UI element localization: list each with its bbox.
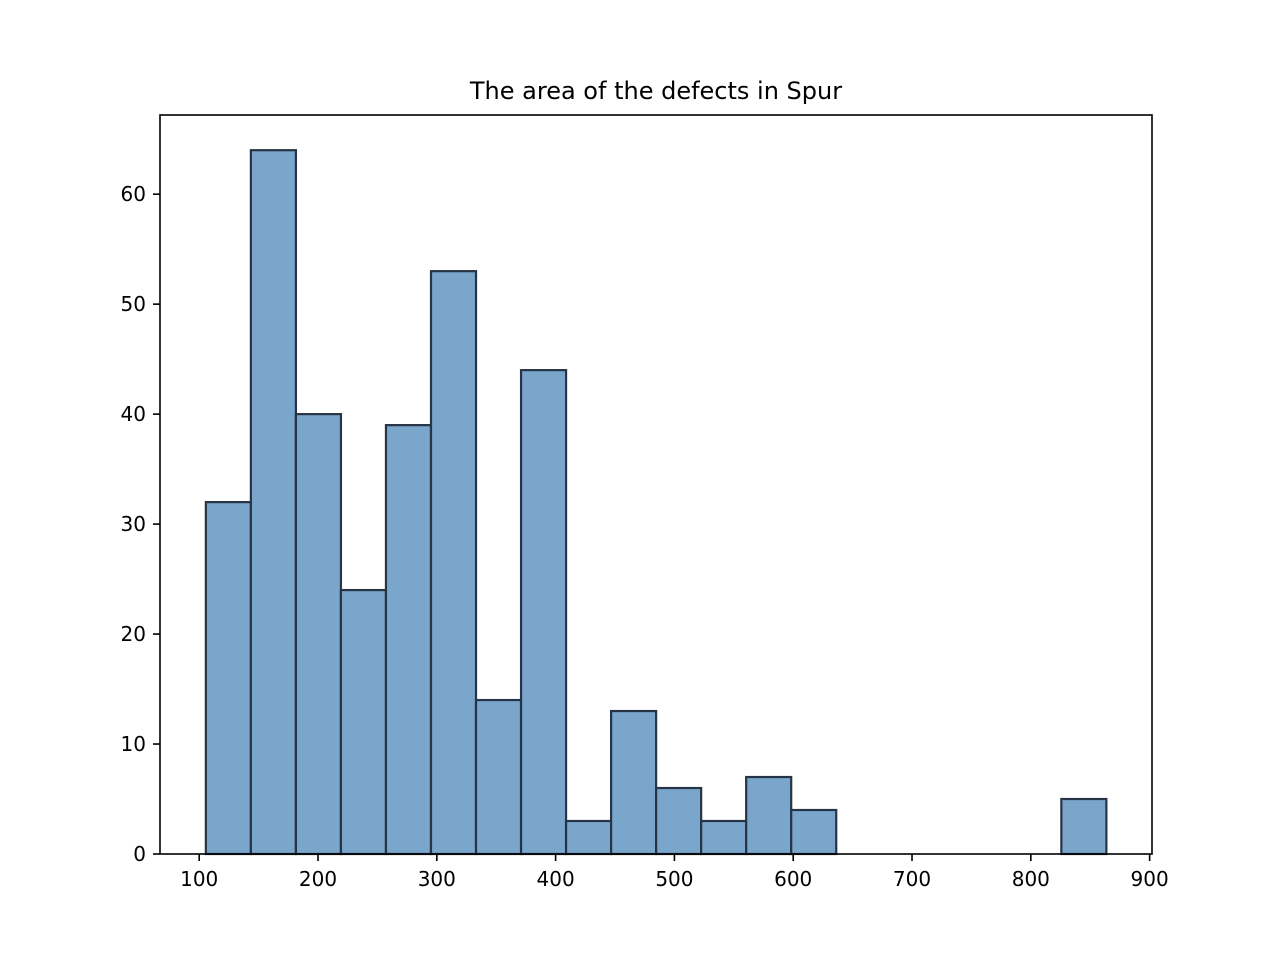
bars-group bbox=[204, 149, 1108, 856]
histogram-bar-10 bbox=[655, 786, 703, 856]
y-tick-label: 60 bbox=[121, 182, 146, 206]
histogram-bar-8 bbox=[564, 819, 613, 856]
histogram-bar-7 bbox=[519, 369, 568, 856]
x-tick-label: 100 bbox=[180, 867, 218, 891]
histogram-bar-4 bbox=[384, 424, 433, 856]
histogram-bar-19 bbox=[1060, 797, 1108, 856]
x-tick-label: 800 bbox=[1012, 867, 1050, 891]
y-tick-label: 40 bbox=[121, 402, 146, 426]
histogram-bar-5 bbox=[429, 270, 478, 856]
x-tick-label: 200 bbox=[299, 867, 337, 891]
y-tick-label: 30 bbox=[121, 512, 146, 536]
x-tick-label: 300 bbox=[418, 867, 456, 891]
y-tick-label: 0 bbox=[133, 842, 146, 866]
x-tick-label: 500 bbox=[655, 867, 693, 891]
histogram-bar-3 bbox=[339, 588, 388, 856]
y-axis: 0 10 20 30 40 50 60 bbox=[121, 182, 160, 866]
histogram-bar-9 bbox=[609, 709, 658, 856]
histogram-bar-12 bbox=[745, 775, 793, 856]
x-tick-label: 700 bbox=[893, 867, 931, 891]
y-tick-label: 10 bbox=[121, 732, 146, 756]
histogram-bar-6 bbox=[474, 698, 523, 856]
y-tick-label: 50 bbox=[121, 292, 146, 316]
histogram-bar-1 bbox=[249, 149, 298, 856]
histogram-bar-0 bbox=[204, 501, 252, 856]
y-tick-label: 20 bbox=[121, 622, 146, 646]
histogram-bar-11 bbox=[700, 819, 748, 856]
x-tick-label: 600 bbox=[774, 867, 812, 891]
histogram-bar-13 bbox=[790, 808, 838, 856]
x-tick-label: 900 bbox=[1131, 867, 1169, 891]
histogram-bar-2 bbox=[294, 413, 343, 856]
x-tick-label: 400 bbox=[537, 867, 575, 891]
chart-title: The area of the defects in Spur bbox=[469, 77, 842, 105]
plot-frame bbox=[159, 114, 1153, 855]
x-axis: 100 200 300 400 500 600 700 800 900 bbox=[180, 854, 1169, 891]
